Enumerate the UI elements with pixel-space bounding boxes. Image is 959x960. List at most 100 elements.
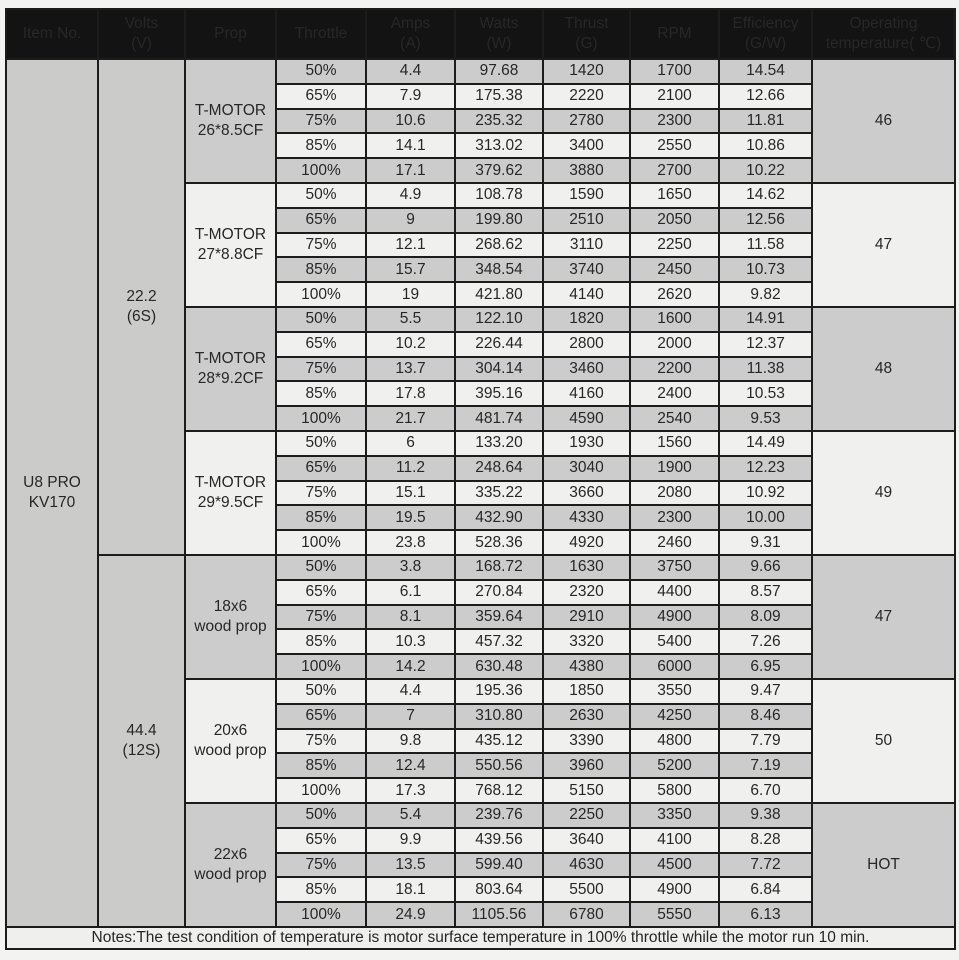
- watts-cell: 599.40: [454, 851, 544, 879]
- amps-cell: 19.5: [365, 504, 456, 532]
- amps-cell: 17.3: [365, 777, 456, 804]
- throttle-cell: 75%: [275, 231, 367, 259]
- thrust-cell: 6780: [542, 901, 631, 928]
- temperature-cell: 48: [811, 305, 956, 432]
- watts-cell: 313.02: [454, 132, 544, 160]
- table-row: 22x6 wood prop 50% 5.4 239.76 2250 3350 9.38 HO…: [6, 801, 956, 928]
- notes-text: Notes:The test condition of temperature …: [5, 925, 956, 950]
- table-row: 75% 13.5 599.40 4630 4500 7.72: [6, 851, 955, 879]
- watts-cell: 175.38: [454, 82, 544, 110]
- throttle-cell: 100%: [275, 777, 367, 804]
- table-body: U8 PRO KV170 22.2 (6S) T-MOTOR 26*8.5CF 50%…: [5, 58, 956, 928]
- efficiency-cell: 6.84: [718, 876, 813, 904]
- amps-cell: 14.2: [365, 653, 456, 680]
- rpm-cell: 5550: [629, 901, 720, 928]
- table-row: 75% 15.1 335.22 3660 2080 10.92: [6, 479, 955, 507]
- watts-cell: 122.10: [454, 305, 544, 333]
- efficiency-cell: 7.19: [718, 752, 813, 780]
- amps-cell: 10.3: [365, 628, 456, 656]
- amps-cell: 17.8: [365, 380, 456, 408]
- watts-cell: 248.64: [454, 454, 544, 482]
- throttle-cell: 65%: [275, 702, 367, 730]
- watts-cell: 528.36: [454, 529, 544, 556]
- throttle-cell: 75%: [275, 727, 367, 755]
- rpm-cell: 2450: [629, 256, 720, 284]
- thrust-cell: 3960: [542, 752, 631, 780]
- thrust-cell: 3640: [542, 826, 631, 854]
- amps-cell: 24.9: [365, 901, 456, 928]
- rpm-cell: 2550: [629, 132, 720, 160]
- thrust-cell: 1850: [542, 677, 631, 705]
- table-row: 75% 9.8 435.12 3390 4800 7.79: [6, 727, 955, 755]
- watts-cell: 395.16: [454, 380, 544, 408]
- watts-cell: 97.68: [454, 58, 544, 85]
- amps-cell: 7: [365, 702, 456, 730]
- efficiency-cell: 6.95: [718, 653, 813, 680]
- column-header-item-no: Item No.: [5, 8, 99, 60]
- table-row: 65% 9 199.80 2510 2050 12.56: [6, 206, 955, 234]
- amps-cell: 10.2: [365, 330, 456, 358]
- efficiency-cell: 8.57: [718, 578, 813, 606]
- rpm-cell: 2100: [629, 82, 720, 110]
- amps-cell: 5.4: [365, 801, 456, 829]
- rpm-cell: 5400: [629, 628, 720, 656]
- efficiency-cell: 9.53: [718, 405, 813, 432]
- amps-cell: 11.2: [365, 454, 456, 482]
- rpm-cell: 4400: [629, 578, 720, 606]
- thrust-cell: 3400: [542, 132, 631, 160]
- throttle-cell: 65%: [275, 82, 367, 110]
- watts-cell: 239.76: [454, 801, 544, 829]
- rpm-cell: 3750: [629, 553, 720, 581]
- column-header-rpm: RPM: [629, 8, 720, 60]
- thrust-cell: 2910: [542, 603, 631, 631]
- watts-cell: 439.56: [454, 826, 544, 854]
- table-row: 85% 18.1 803.64 5500 4900 6.84: [6, 876, 955, 904]
- throttle-cell: 100%: [275, 157, 367, 184]
- notes-row: Notes:The test condition of temperature …: [5, 925, 956, 950]
- thrust-cell: 3460: [542, 355, 631, 383]
- table-row: 44.4 (12S) 18x6 wood prop 50% 3.8 168.72 1630…: [6, 553, 956, 928]
- table-row: 100% 19 421.80 4140 2620 9.82: [6, 281, 955, 308]
- table-row: 85% 17.8 395.16 4160 2400 10.53: [6, 380, 955, 408]
- watts-cell: 235.32: [454, 107, 544, 135]
- column-header-thrust: Thrust (G): [542, 8, 631, 60]
- throttle-cell: 85%: [275, 628, 367, 656]
- throttle-cell: 50%: [275, 553, 367, 581]
- amps-cell: 18.1: [365, 876, 456, 904]
- column-header-operating-temperature: Operating temperature( ℃): [811, 8, 956, 60]
- table-row: 75% 12.1 268.62 3110 2250 11.58: [6, 231, 955, 259]
- rpm-cell: 4800: [629, 727, 720, 755]
- watts-cell: 348.54: [454, 256, 544, 284]
- watts-cell: 359.64: [454, 603, 544, 631]
- amps-cell: 14.1: [365, 132, 456, 160]
- amps-cell: 6.1: [365, 578, 456, 606]
- table-row: 75% 10.6 235.32 2780 2300 11.81: [6, 107, 955, 135]
- throttle-cell: 50%: [275, 181, 367, 209]
- rpm-cell: 4250: [629, 702, 720, 730]
- prop-cell: T-MOTOR 28*9.2CF: [184, 305, 277, 432]
- amps-cell: 21.7: [365, 405, 456, 432]
- column-header-amps: Amps (A): [365, 8, 456, 60]
- efficiency-cell: 8.28: [718, 826, 813, 854]
- throttle-cell: 50%: [275, 429, 367, 457]
- prop-cell: T-MOTOR 29*9.5CF: [184, 429, 277, 556]
- watts-cell: 1105.56: [454, 901, 544, 928]
- watts-cell: 199.80: [454, 206, 544, 234]
- throttle-cell: 50%: [275, 801, 367, 829]
- temperature-cell: 47: [811, 553, 956, 680]
- efficiency-cell: 9.47: [718, 677, 813, 705]
- thrust-cell: 1590: [542, 181, 631, 209]
- rpm-cell: 1900: [629, 454, 720, 482]
- amps-cell: 6: [365, 429, 456, 457]
- thrust-cell: 4140: [542, 281, 631, 308]
- efficiency-cell: 10.73: [718, 256, 813, 284]
- throttle-cell: 75%: [275, 107, 367, 135]
- table-row: T-MOTOR 29*9.5CF 50% 6 133.20 1930 1560 14.49 4…: [6, 429, 956, 556]
- table-row: 85% 14.1 313.02 3400 2550 10.86: [6, 132, 955, 160]
- thrust-cell: 5500: [542, 876, 631, 904]
- table-header: Item No. Volts (V) Prop Throttle Amps (A) Wat…: [5, 8, 956, 60]
- efficiency-cell: 14.91: [718, 305, 813, 333]
- thrust-cell: 2800: [542, 330, 631, 358]
- table-row: 65% 7.9 175.38 2220 2100 12.66: [6, 82, 955, 110]
